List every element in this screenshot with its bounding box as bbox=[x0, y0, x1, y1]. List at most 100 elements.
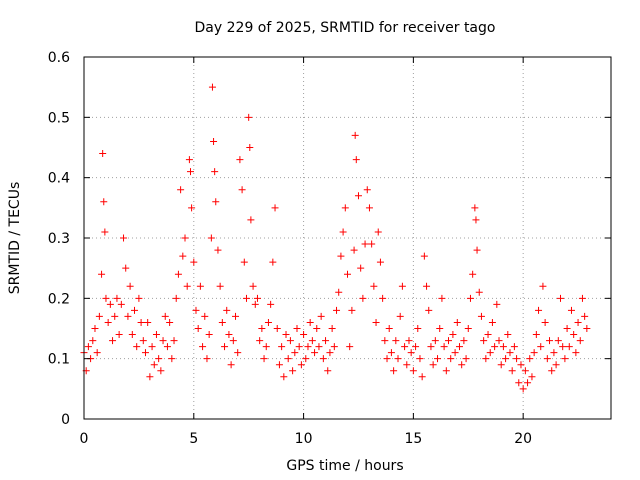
data-point bbox=[246, 144, 254, 151]
data-point bbox=[466, 294, 474, 302]
data-point bbox=[499, 343, 507, 351]
data-point bbox=[199, 343, 207, 351]
chart-title: Day 229 of 2025, SRMTID for receiver tag… bbox=[195, 20, 496, 36]
data-point bbox=[576, 337, 584, 345]
data-point bbox=[506, 349, 514, 357]
data-point bbox=[502, 355, 510, 363]
data-point bbox=[172, 294, 180, 302]
data-point bbox=[357, 264, 365, 272]
data-point bbox=[306, 318, 314, 326]
data-point bbox=[260, 355, 268, 363]
data-point bbox=[133, 343, 141, 351]
data-point bbox=[311, 349, 319, 357]
data-point bbox=[354, 192, 362, 200]
data-point bbox=[113, 294, 121, 302]
data-point bbox=[344, 270, 351, 278]
data-point bbox=[519, 385, 527, 393]
data-point bbox=[532, 331, 540, 339]
data-point bbox=[578, 294, 586, 302]
data-point bbox=[289, 367, 297, 375]
data-point bbox=[131, 306, 139, 314]
data-point bbox=[295, 343, 303, 351]
data-point bbox=[207, 234, 215, 242]
x-tick-label: 5 bbox=[189, 431, 198, 447]
data-point bbox=[407, 349, 415, 357]
data-point bbox=[392, 337, 400, 345]
data-point bbox=[146, 373, 154, 381]
data-point bbox=[539, 282, 547, 290]
data-point bbox=[394, 355, 402, 363]
data-point bbox=[253, 294, 261, 302]
data-point bbox=[256, 337, 264, 345]
data-point bbox=[418, 373, 426, 381]
data-point bbox=[278, 343, 286, 351]
data-point bbox=[524, 379, 532, 387]
data-point bbox=[469, 270, 477, 278]
data-point bbox=[223, 306, 231, 314]
data-point bbox=[273, 325, 281, 332]
data-point bbox=[517, 361, 525, 369]
data-point bbox=[460, 337, 468, 345]
data-point bbox=[115, 331, 123, 339]
data-point bbox=[190, 258, 198, 266]
data-point bbox=[120, 234, 128, 242]
data-point bbox=[227, 361, 235, 369]
data-point bbox=[247, 216, 255, 224]
data-point bbox=[543, 355, 551, 363]
data-point bbox=[352, 156, 360, 164]
data-point bbox=[225, 331, 233, 339]
data-point bbox=[350, 246, 358, 254]
data-point bbox=[379, 294, 387, 302]
data-point bbox=[313, 325, 321, 332]
data-point bbox=[530, 349, 538, 357]
data-point bbox=[458, 361, 466, 369]
data-point bbox=[581, 312, 589, 320]
data-point bbox=[348, 306, 356, 314]
data-point bbox=[159, 337, 167, 345]
data-point bbox=[229, 337, 237, 345]
data-point bbox=[554, 337, 562, 345]
data-point bbox=[416, 355, 424, 363]
data-point bbox=[117, 300, 125, 308]
data-point bbox=[442, 367, 450, 375]
data-point bbox=[453, 318, 461, 326]
data-point bbox=[546, 337, 554, 345]
data-point bbox=[249, 282, 257, 290]
data-point bbox=[139, 337, 147, 345]
y-tick-label: 0.6 bbox=[48, 50, 70, 66]
data-point bbox=[166, 318, 174, 326]
data-point bbox=[101, 228, 109, 236]
data-point bbox=[572, 349, 580, 357]
data-point bbox=[370, 282, 378, 290]
data-point bbox=[183, 282, 191, 290]
data-point bbox=[376, 258, 384, 266]
data-point bbox=[234, 349, 242, 357]
data-point bbox=[508, 367, 516, 375]
data-point bbox=[495, 337, 503, 345]
data-point bbox=[521, 367, 529, 375]
data-point bbox=[491, 343, 499, 351]
data-point bbox=[565, 343, 573, 351]
data-point bbox=[99, 150, 107, 158]
data-point bbox=[319, 355, 327, 363]
data-point bbox=[462, 355, 470, 363]
data-point bbox=[387, 349, 395, 357]
data-point bbox=[214, 246, 222, 254]
data-point bbox=[205, 331, 213, 339]
data-point bbox=[238, 186, 246, 194]
data-point bbox=[137, 318, 145, 326]
y-tick-label: 0.3 bbox=[48, 231, 70, 247]
data-point bbox=[135, 294, 143, 302]
data-point bbox=[390, 367, 398, 375]
data-point bbox=[192, 306, 200, 314]
data-point bbox=[201, 312, 209, 320]
data-point bbox=[208, 83, 216, 91]
data-point bbox=[396, 312, 404, 320]
data-point bbox=[264, 318, 272, 326]
data-point bbox=[351, 131, 359, 139]
data-point bbox=[548, 367, 556, 375]
data-point bbox=[286, 337, 294, 345]
y-tick-label: 0.1 bbox=[48, 352, 70, 368]
data-point bbox=[488, 318, 496, 326]
data-point bbox=[583, 325, 591, 332]
